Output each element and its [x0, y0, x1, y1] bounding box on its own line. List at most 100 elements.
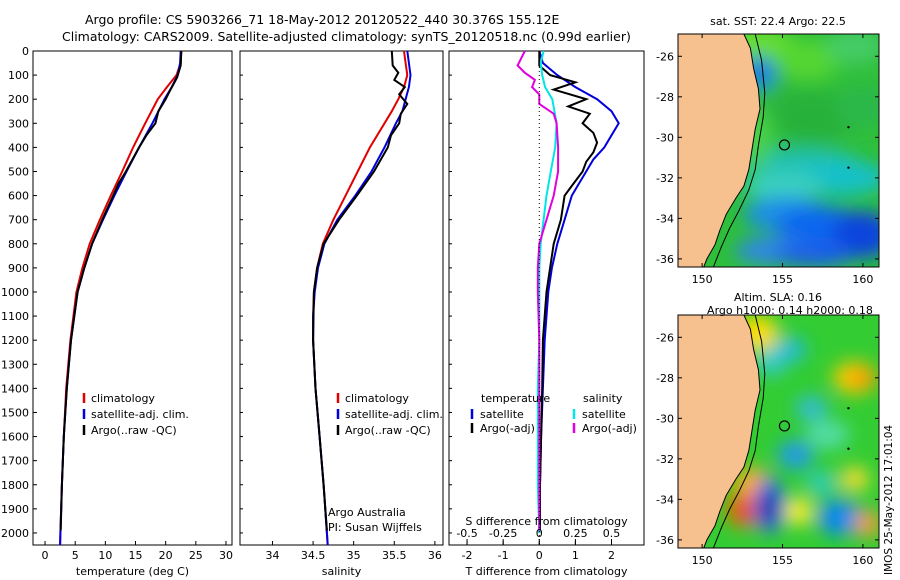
series-group: [59, 51, 183, 545]
field-blob: [777, 440, 814, 469]
series-line-argo-raw-qc-: [312, 51, 409, 531]
map-body: [678, 315, 879, 548]
argo-location-marker: [778, 139, 791, 151]
map-body: [678, 34, 879, 267]
salinity-panel: 34 34.5 35 35.5 36 salinity climatology satelli…: [239, 50, 444, 578]
x-tick-label: 35.5: [382, 549, 407, 562]
annotation-argo-australia: Argo Australia: [328, 506, 406, 519]
y-tick-label: 900: [8, 262, 29, 275]
map-field: [725, 315, 879, 538]
plot-frame: [239, 50, 444, 546]
x-tick-label: 20: [159, 549, 173, 562]
x-tick-label: 30: [219, 549, 233, 562]
sla-map-title: Altim. SLA: 0.16: [734, 291, 822, 304]
temperature-panel: 0100200300400500600700800900100011001200…: [1, 45, 233, 578]
field-blob: [774, 91, 855, 144]
s-axis-label: S difference from climatology: [465, 515, 628, 528]
y-tick-label: 0: [22, 45, 29, 58]
y-tick-label: 1400: [1, 382, 29, 395]
y-tick-label: 700: [8, 214, 29, 227]
depth-contour: [712, 34, 766, 267]
header-line-1: Argo profile: CS 5903266_71 18-May-2012 …: [85, 12, 560, 27]
x-tick-label: 155: [772, 554, 793, 567]
field-blob: [742, 171, 823, 200]
s-tick-label: 0: [536, 527, 543, 540]
y-tick-label: -28: [656, 372, 674, 385]
x-tick-label: 35: [347, 549, 361, 562]
legend-label: Argo(-adj): [480, 422, 535, 435]
y-tick-label: 600: [8, 190, 29, 203]
legend-label: Argo(..raw -QC): [91, 424, 177, 437]
x-tick-label: 36: [428, 549, 442, 562]
y-tick-label: 1300: [1, 358, 29, 371]
header-line-2: Climatology: CARS2009. Satellite-adjuste…: [62, 29, 631, 44]
field-blob: [840, 467, 869, 492]
x-tick-label: 160: [852, 554, 873, 567]
x-tick-label: 1: [572, 549, 579, 562]
x-tick-label: 34.5: [301, 549, 326, 562]
sst-map-panel: -26 -28 -30 -32 -34 -36 150 155 160 sat. SST: 22.…: [656, 15, 880, 286]
series-line-argo-adj-: [538, 51, 599, 531]
field-blob: [855, 509, 879, 538]
x-tick-label: 34: [265, 549, 279, 562]
field-blob: [805, 471, 838, 496]
series-group: [312, 51, 412, 545]
annotation-pi: PI: Susan Wijffels: [328, 521, 422, 534]
land-mass: [678, 34, 761, 267]
s-tick-label: 0.25: [563, 527, 588, 540]
x-tick-label: 160: [852, 273, 873, 286]
x-tick-label: 150: [692, 554, 713, 567]
y-tick-label: -32: [656, 453, 674, 466]
field-blob: [834, 84, 879, 129]
y-tick-label: -32: [656, 172, 674, 185]
x-tick-label: 10: [98, 549, 112, 562]
legend-label: climatology: [91, 392, 155, 405]
island-dot: [847, 126, 850, 129]
y-tick-label: 200: [8, 93, 29, 106]
y-tick-label: -26: [656, 331, 674, 344]
y-tick-label: 1900: [1, 503, 29, 516]
y-tick-label: 1100: [1, 310, 29, 323]
y-tick-label: -30: [656, 131, 674, 144]
series-line-argo-adj-: [516, 51, 560, 531]
y-tick-label: 400: [8, 141, 29, 154]
y-tick-label: 1500: [1, 406, 29, 419]
x-tick-label: 15: [129, 549, 143, 562]
island-dot: [847, 166, 850, 169]
y-tick-label: 1000: [1, 286, 29, 299]
difference-panel: -2 -1 0 1 2 T difference from climatology -0.5…: [448, 50, 645, 578]
x-tick-label: 25: [189, 549, 203, 562]
s-tick-label: 0.5: [603, 527, 621, 540]
y-tick-label: 1600: [1, 431, 29, 444]
series-line-satellite-adj-clim-: [312, 51, 412, 545]
legend-label: satellite: [480, 408, 524, 421]
y-tick-label: -34: [656, 212, 674, 225]
side-stamp: IMOS 25-May-2012 17:01:04: [883, 425, 895, 575]
legend-label: Argo(-adj): [582, 422, 637, 435]
legend-label: Argo(..raw -QC): [345, 424, 431, 437]
x-tick-label: 0: [536, 549, 543, 562]
field-blob: [848, 367, 877, 388]
x-tick-label: 2: [608, 549, 615, 562]
y-tick-label: 500: [8, 165, 29, 178]
x-tick-label: 5: [72, 549, 79, 562]
island-dot: [847, 407, 850, 410]
legend-title-temperature: temperature: [481, 392, 550, 405]
field-blob: [816, 499, 861, 536]
plot-frame: [32, 50, 233, 546]
series-line-satellite-adj-clim-: [59, 51, 182, 545]
island-dot: [847, 447, 850, 450]
field-blob: [824, 34, 879, 65]
y-tick-label: -34: [656, 493, 674, 506]
legend-label: satellite: [582, 408, 626, 421]
y-tick-label: -30: [656, 412, 674, 425]
argo-location-marker: [778, 420, 791, 432]
sla-map-panel: -26 -28 -30 -32 -34 -36 150 155 160 Altim. SLA: 0…: [656, 291, 880, 567]
series-line-satellite: [536, 51, 558, 534]
field-blob: [774, 337, 807, 362]
s-tick-label: -0.5: [456, 527, 477, 540]
x-tick-label: 150: [692, 273, 713, 286]
field-blob: [795, 396, 828, 421]
y-tick-label: 300: [8, 117, 29, 130]
